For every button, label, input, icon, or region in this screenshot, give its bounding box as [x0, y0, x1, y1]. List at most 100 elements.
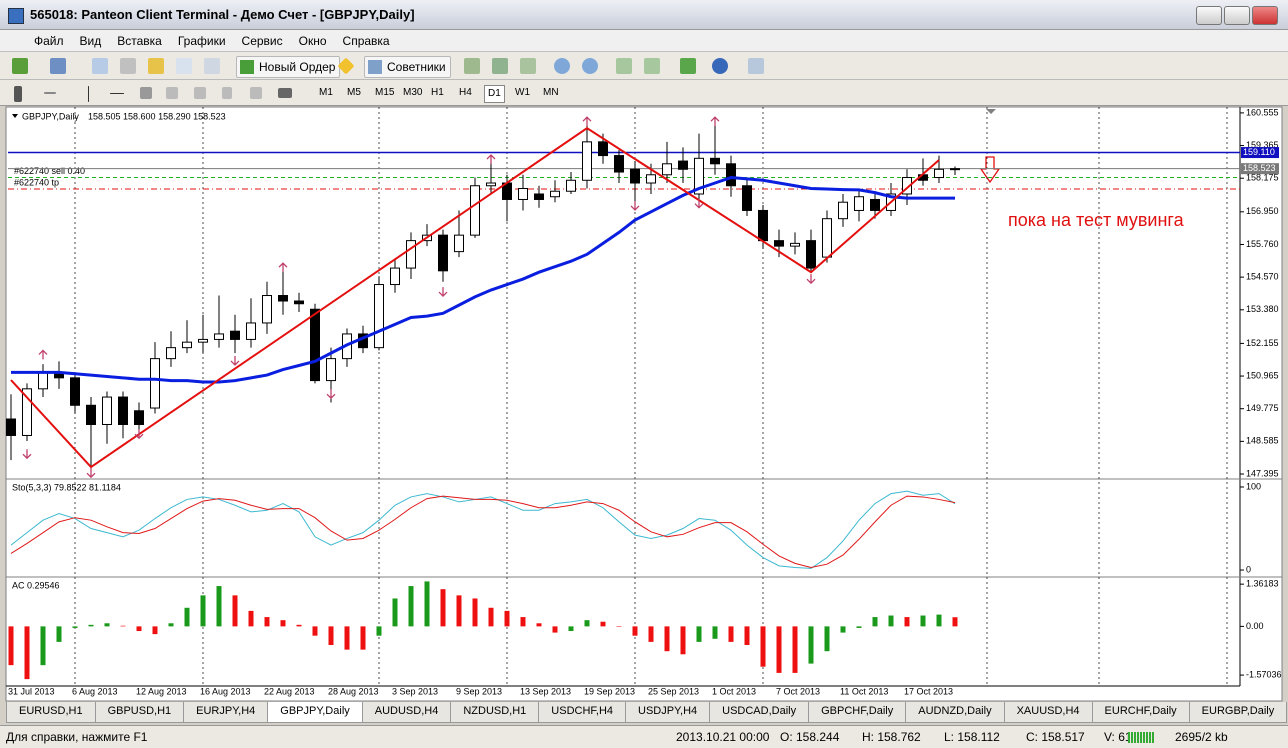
- histogram-bar: [120, 625, 126, 627]
- toolbar-icon[interactable]: [616, 58, 632, 74]
- histogram-bar: [472, 598, 478, 627]
- chart-symbol: GBPJPY,Daily: [22, 111, 79, 121]
- y-tick-label: 159.365: [1246, 140, 1279, 150]
- candle-body: [582, 141, 592, 181]
- tool-icon[interactable]: [88, 86, 89, 102]
- toolbar-icon[interactable]: [176, 58, 192, 74]
- fractal-down: [22, 449, 32, 460]
- indicator-line: [10, 495, 956, 569]
- menu-item[interactable]: Файл: [34, 34, 64, 48]
- chart-ohlc: 158.505 158.600 158.290 158.523: [88, 111, 226, 121]
- chart-tab[interactable]: EURGBP,Daily: [1188, 702, 1288, 723]
- timeframe-button[interactable]: H1: [431, 87, 444, 98]
- tool-icon[interactable]: [278, 88, 292, 98]
- toolbar-icon[interactable]: [554, 58, 570, 74]
- candle-body: [310, 308, 320, 382]
- toolbar-icon[interactable]: [748, 58, 764, 74]
- histogram-bar: [520, 617, 526, 627]
- toolbar-icon[interactable]: [120, 58, 136, 74]
- candle-body: [470, 185, 480, 236]
- histogram-bar: [632, 626, 638, 636]
- histogram-bar: [952, 617, 958, 627]
- histogram-bar: [536, 623, 542, 627]
- chart-tab[interactable]: XAUUSD,H4: [1003, 702, 1093, 723]
- tool-icon[interactable]: [250, 87, 262, 99]
- tool-icon[interactable]: [14, 86, 22, 102]
- toolbar-icon[interactable]: [712, 58, 728, 74]
- candle-body: [150, 358, 160, 409]
- x-tick-label: 6 Aug 2013: [72, 686, 118, 696]
- toolbar-icon[interactable]: [50, 58, 66, 74]
- y-tick-label: 148.585: [1246, 436, 1279, 446]
- toolbar-icon[interactable]: [148, 58, 164, 74]
- histogram-bar: [296, 624, 302, 627]
- candle-body: [870, 198, 880, 211]
- tool-icon[interactable]: [140, 87, 152, 99]
- maximize-button[interactable]: [1224, 6, 1250, 25]
- chart-tab[interactable]: GBPUSD,H1: [94, 702, 185, 723]
- timeframe-button[interactable]: MN: [543, 87, 559, 98]
- toolbar-icon[interactable]: [92, 58, 108, 74]
- candle-body: [534, 193, 544, 200]
- toolbar-icon[interactable]: [680, 58, 696, 74]
- menu-item[interactable]: Графики: [177, 34, 226, 48]
- histogram-bar: [360, 626, 366, 650]
- chart-tab[interactable]: EURJPY,H4: [183, 702, 269, 723]
- histogram-bar: [88, 624, 94, 627]
- tool-icon[interactable]: [44, 92, 56, 94]
- status-help: Для справки, нажмите F1: [6, 730, 148, 744]
- histogram-bar: [200, 595, 206, 627]
- menu-item[interactable]: Вставка: [117, 34, 162, 48]
- candle-body: [598, 141, 608, 157]
- fractal-down: [134, 429, 144, 440]
- menu-item[interactable]: Окно: [298, 34, 327, 48]
- y-tick-label: 154.570: [1246, 272, 1279, 282]
- y-tick-label: 150.965: [1246, 370, 1279, 380]
- y-tick-label: 158.175: [1246, 173, 1279, 183]
- chart-tab[interactable]: AUDUSD,H4: [361, 702, 452, 723]
- x-tick-label: 7 Oct 2013: [776, 686, 820, 696]
- x-tick-label: 19 Sep 2013: [584, 686, 635, 696]
- chart-tab[interactable]: GBPCHF,Daily: [808, 702, 907, 723]
- histogram-bar: [728, 626, 734, 642]
- toolbar-icon[interactable]: [12, 58, 28, 74]
- fractal-up: [582, 116, 592, 127]
- chart-tab[interactable]: USDCAD,Daily: [709, 702, 810, 723]
- chart-background: [5, 106, 1283, 702]
- timeframe-button[interactable]: H4: [459, 87, 472, 98]
- new-order-button[interactable]: Новый Ордер: [236, 56, 341, 78]
- timeframe-button[interactable]: M1: [319, 87, 333, 98]
- chart-tab[interactable]: NZDUSD,H1: [450, 702, 540, 723]
- tool-icon[interactable]: [194, 87, 206, 99]
- chart-tab[interactable]: EURUSD,H1: [6, 702, 96, 723]
- toolbar-icon[interactable]: [520, 58, 536, 74]
- menu-item[interactable]: Справка: [342, 34, 390, 48]
- experts-button[interactable]: Советники: [364, 56, 451, 78]
- fractal-down: [230, 355, 240, 366]
- y-tick-label: 155.760: [1246, 239, 1279, 249]
- candle-body: [806, 240, 816, 269]
- menu-item[interactable]: Вид: [79, 34, 102, 48]
- menu-item[interactable]: Сервис: [241, 34, 283, 48]
- minimize-button[interactable]: [1196, 6, 1222, 25]
- timeframe-button[interactable]: M5: [347, 87, 361, 98]
- histogram-bar: [920, 615, 926, 627]
- tool-icon[interactable]: [166, 87, 178, 99]
- tool-icon[interactable]: [110, 93, 124, 94]
- y-tick-label: 153.380: [1246, 304, 1279, 314]
- timeframe-button[interactable]: W1: [515, 87, 530, 98]
- close-button[interactable]: [1252, 6, 1278, 25]
- fractal-down: [438, 287, 448, 297]
- tool-icon[interactable]: [222, 87, 232, 99]
- x-tick-label: 16 Aug 2013: [200, 686, 251, 696]
- chart-tab[interactable]: AUDNZD,Daily: [905, 702, 1005, 723]
- x-tick-label: 17 Oct 2013: [904, 686, 953, 696]
- toolbar-icon[interactable]: [204, 58, 220, 74]
- toolbar-icon[interactable]: [492, 58, 508, 74]
- toolbar-icon[interactable]: [464, 58, 480, 74]
- toolbar-icon[interactable]: [582, 58, 598, 74]
- toolbar-icon[interactable]: [644, 58, 660, 74]
- timeframe-button[interactable]: M30: [403, 87, 423, 98]
- timeframe-button[interactable]: D1: [484, 85, 505, 103]
- timeframe-button[interactable]: M15: [375, 87, 395, 98]
